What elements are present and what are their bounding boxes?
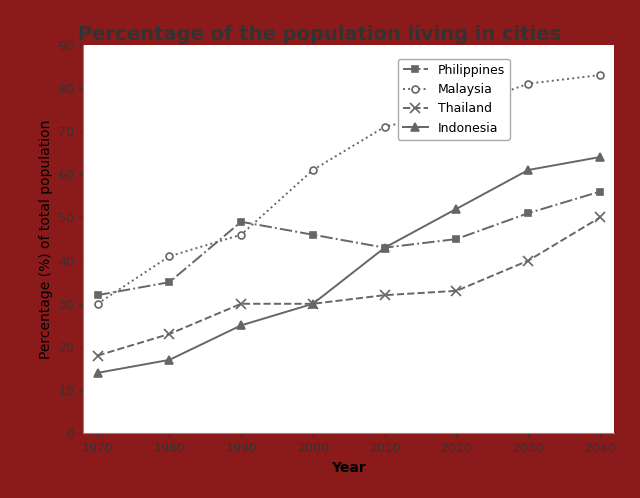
Indonesia <box>93 370 101 376</box>
Thailand <box>93 353 101 359</box>
Philippines <box>237 219 245 225</box>
Thailand <box>237 301 245 307</box>
Indonesia <box>596 154 604 160</box>
Indonesia <box>381 245 388 250</box>
Philippines <box>381 245 388 250</box>
Thailand <box>381 292 388 298</box>
Thailand <box>452 288 460 294</box>
Philippines <box>166 279 173 285</box>
Malaysia <box>596 72 604 78</box>
Thailand <box>309 301 317 307</box>
Malaysia <box>166 253 173 259</box>
Thailand <box>596 215 604 221</box>
Malaysia <box>237 232 245 238</box>
Thailand <box>524 257 532 263</box>
Line: Thailand: Thailand <box>93 213 605 361</box>
Malaysia <box>452 107 460 113</box>
Text: Percentage of the population living in cities: Percentage of the population living in c… <box>79 25 561 44</box>
Malaysia <box>93 301 101 307</box>
Malaysia <box>524 81 532 87</box>
Line: Philippines: Philippines <box>94 188 604 299</box>
Indonesia <box>237 322 245 328</box>
Philippines <box>93 292 101 298</box>
Philippines <box>452 236 460 242</box>
Indonesia <box>166 357 173 363</box>
Legend: Philippines, Malaysia, Thailand, Indonesia: Philippines, Malaysia, Thailand, Indones… <box>397 59 510 139</box>
Malaysia <box>309 167 317 173</box>
Philippines <box>309 232 317 238</box>
Philippines <box>524 210 532 216</box>
Thailand <box>166 331 173 337</box>
Philippines <box>596 189 604 195</box>
Line: Malaysia: Malaysia <box>94 72 604 307</box>
Indonesia <box>309 301 317 307</box>
Indonesia <box>452 206 460 212</box>
Malaysia <box>381 124 388 130</box>
Indonesia <box>524 167 532 173</box>
Y-axis label: Percentage (%) of total population: Percentage (%) of total population <box>38 120 52 359</box>
X-axis label: Year: Year <box>332 461 366 475</box>
Line: Indonesia: Indonesia <box>93 153 604 377</box>
